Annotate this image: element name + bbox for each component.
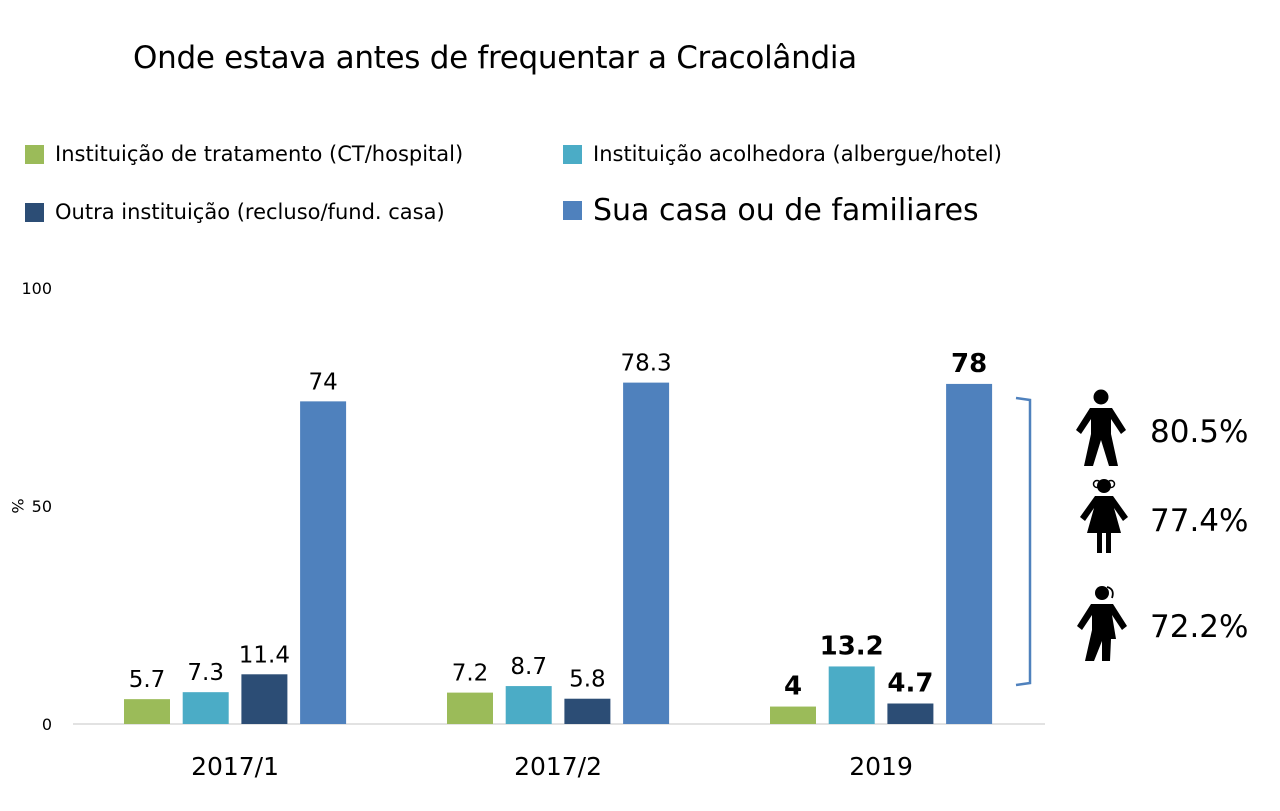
legend-label-tratamento: Instituição de tratamento (CT/hospital) bbox=[55, 142, 464, 166]
bar-2019-series-0 bbox=[770, 706, 816, 724]
data-label: 4 bbox=[784, 672, 802, 702]
y-axis: 0 50 100% bbox=[8, 279, 52, 734]
bar-2017/1-series-2 bbox=[241, 674, 288, 724]
bar-2017/2-series-0 bbox=[447, 692, 493, 724]
trans-person-icon bbox=[1077, 586, 1127, 661]
y-tick-label: 0 bbox=[42, 715, 52, 734]
woman-percentage: 77.4% bbox=[1150, 503, 1249, 539]
bar-2019-series-2 bbox=[887, 703, 934, 724]
legend-item-outra: Outra instituição (recluso/fund. casa) bbox=[25, 200, 445, 224]
legend-item-acolhedora: Instituição acolhedora (albergue/hotel) bbox=[563, 142, 1002, 166]
legend-swatch-outra bbox=[25, 202, 44, 222]
x-tick-labels: 2017/1 2017/2 2019 bbox=[191, 752, 913, 781]
bar-2017/1-series-1 bbox=[182, 692, 229, 724]
data-label: 7.3 bbox=[187, 660, 224, 686]
bar-2019-series-1 bbox=[828, 666, 875, 724]
x-tick-label: 2017/1 bbox=[191, 752, 279, 781]
legend-item-tratamento: Instituição de tratamento (CT/hospital) bbox=[25, 142, 463, 166]
bar-2017/2-series-1 bbox=[505, 686, 552, 724]
data-label: 78.3 bbox=[620, 351, 671, 377]
legend-swatch-casa bbox=[563, 201, 582, 220]
y-tick-label: 50 bbox=[32, 497, 52, 516]
x-tick-label: 2017/2 bbox=[514, 752, 602, 781]
man-percentage: 80.5% bbox=[1150, 414, 1249, 450]
data-label: 11.4 bbox=[239, 642, 290, 668]
legend-label-outra: Outra instituição (recluso/fund. casa) bbox=[55, 200, 445, 224]
bar-2019-series-3 bbox=[946, 383, 993, 724]
bar-2017/1-series-3 bbox=[300, 401, 347, 724]
bar-2017/2-series-2 bbox=[564, 698, 611, 724]
data-label: 78 bbox=[951, 349, 987, 379]
data-label: 5.8 bbox=[569, 667, 606, 693]
legend-label-casa: Sua casa ou de familiares bbox=[593, 193, 979, 228]
chart-title: Onde estava antes de frequentar a Cracol… bbox=[133, 40, 857, 76]
bars bbox=[124, 382, 993, 724]
data-label: 4.7 bbox=[887, 669, 933, 699]
bar-2017/2-series-3 bbox=[623, 382, 670, 724]
trans-percentage: 72.2% bbox=[1150, 609, 1249, 645]
annotation-bracket bbox=[1015, 396, 1032, 687]
data-label: 13.2 bbox=[820, 631, 884, 661]
man-icon bbox=[1076, 389, 1126, 466]
data-label: 5.7 bbox=[129, 667, 166, 693]
data-label: 74 bbox=[308, 369, 337, 395]
legend-swatch-tratamento bbox=[25, 144, 44, 164]
woman-icon bbox=[1080, 479, 1128, 553]
y-axis-label: % bbox=[8, 498, 27, 513]
data-label: 8.7 bbox=[510, 654, 547, 680]
data-label: 7.2 bbox=[452, 661, 489, 687]
legend-item-casa: Sua casa ou de familiares bbox=[563, 193, 979, 228]
legend-swatch-acolhedora bbox=[563, 144, 582, 164]
bar-labels: 5.7 7.3 11.4 74 7.2 8.7 5.8 78.3 4 13.24.7 78 bbox=[129, 349, 987, 702]
bar-2017/1-series-0 bbox=[124, 699, 170, 724]
y-tick-label: 100 bbox=[21, 279, 52, 298]
legend-label-acolhedora: Instituição acolhedora (albergue/hotel) bbox=[593, 142, 1002, 166]
x-tick-label: 2019 bbox=[849, 752, 913, 781]
